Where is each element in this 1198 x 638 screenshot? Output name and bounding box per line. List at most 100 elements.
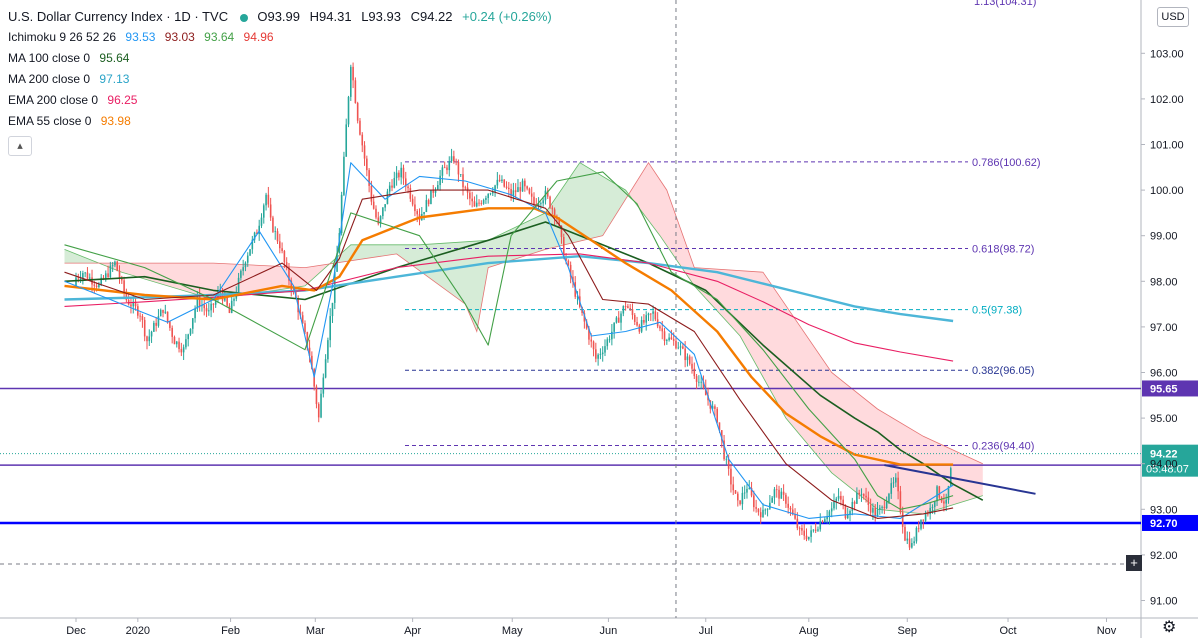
candle-body bbox=[892, 482, 895, 484]
legend-ichimoku-row[interactable]: Ichimoku 9 26 52 26 93.53 93.03 93.64 94… bbox=[8, 27, 558, 48]
candle-body bbox=[840, 495, 842, 500]
candle-body bbox=[356, 103, 359, 121]
candle-body bbox=[741, 492, 744, 505]
legend-ema55-row[interactable]: EMA 55 close 0 93.98 bbox=[8, 111, 558, 132]
candle-body bbox=[897, 477, 899, 492]
candle-body bbox=[281, 248, 283, 252]
candle-body bbox=[430, 189, 432, 205]
candle-body bbox=[244, 262, 247, 268]
candle-body bbox=[214, 298, 217, 305]
candle-body bbox=[851, 501, 854, 511]
candle-body bbox=[654, 311, 657, 320]
candle-body bbox=[704, 387, 707, 396]
candle-body bbox=[590, 339, 593, 342]
candle-body bbox=[837, 495, 840, 499]
y-tick-label: 98.00 bbox=[1150, 276, 1178, 288]
candle-body bbox=[791, 509, 794, 515]
candle-body bbox=[155, 322, 157, 326]
level-tag-label-0: 95.65 bbox=[1150, 383, 1178, 395]
candle-body bbox=[384, 204, 386, 208]
candle-body bbox=[425, 200, 428, 213]
candle-body bbox=[317, 404, 320, 418]
candle-body bbox=[427, 200, 430, 205]
candle-body bbox=[320, 393, 322, 418]
ema55-label: EMA 55 close 0 bbox=[8, 114, 92, 128]
candle-body bbox=[686, 356, 689, 361]
candle-body bbox=[734, 490, 737, 494]
candle-body bbox=[732, 484, 735, 491]
candle-body bbox=[549, 196, 551, 208]
last-price-tag bbox=[1142, 444, 1198, 477]
candle-body bbox=[679, 346, 682, 348]
collapse-legend-icon[interactable]: ▴ bbox=[8, 136, 32, 156]
legend-ma200-row[interactable]: MA 200 close 0 97.13 bbox=[8, 69, 558, 90]
candle-body bbox=[402, 167, 405, 179]
candle-body bbox=[182, 347, 185, 353]
candle-body bbox=[198, 295, 201, 307]
candle-body bbox=[125, 292, 128, 301]
candle-body bbox=[260, 217, 263, 226]
candle-body bbox=[562, 237, 565, 259]
candle-body bbox=[867, 497, 870, 505]
candle-body bbox=[123, 280, 125, 293]
level-tag-0 bbox=[1142, 380, 1198, 397]
candle-body bbox=[659, 326, 661, 329]
x-tick-label: Mar bbox=[306, 625, 325, 637]
candle-body bbox=[166, 311, 169, 322]
candle-body bbox=[269, 204, 272, 218]
candle-body bbox=[411, 198, 414, 205]
ma100-value: 95.64 bbox=[99, 51, 130, 65]
candle-body bbox=[778, 489, 780, 499]
candle-body bbox=[471, 198, 473, 202]
candle-body bbox=[407, 186, 409, 189]
currency-button[interactable]: USD bbox=[1157, 7, 1189, 27]
kumo-cloud-bearish bbox=[627, 162, 983, 514]
candle-body bbox=[107, 273, 109, 278]
candle-body bbox=[79, 278, 82, 279]
candle-body bbox=[301, 315, 304, 324]
candle-body bbox=[611, 331, 613, 340]
y-tick-label: 101.00 bbox=[1150, 140, 1184, 152]
legend-ema200-row[interactable]: EMA 200 close 0 96.25 bbox=[8, 90, 558, 111]
ohlc-open: O93.99 bbox=[257, 9, 301, 24]
candle-body bbox=[718, 422, 721, 431]
candle-body bbox=[702, 381, 705, 388]
candle-body bbox=[755, 507, 757, 509]
candle-body bbox=[437, 185, 439, 190]
candle-body bbox=[677, 347, 680, 349]
candle-body bbox=[636, 321, 638, 326]
candle-body bbox=[519, 187, 522, 192]
candle-body bbox=[931, 507, 934, 508]
candle-body bbox=[782, 491, 785, 495]
candle-body bbox=[329, 316, 331, 341]
crosshair-plus-icon[interactable]: + bbox=[1126, 555, 1142, 571]
candle-body bbox=[331, 302, 334, 317]
candle-body bbox=[888, 493, 890, 502]
candle-body bbox=[441, 167, 444, 176]
candle-body bbox=[567, 260, 570, 265]
candle-body bbox=[327, 340, 329, 360]
ohlc-low: L93.93 bbox=[361, 9, 401, 24]
candle-body bbox=[340, 194, 343, 234]
candle-body bbox=[668, 337, 670, 341]
candle-body bbox=[253, 232, 256, 240]
fib-level-label-3: 0.382(96.05) bbox=[972, 365, 1034, 377]
candle-body bbox=[927, 513, 929, 515]
y-tick-label: 100.00 bbox=[1150, 185, 1184, 197]
candle-body bbox=[588, 328, 590, 340]
candle-body bbox=[379, 216, 382, 224]
candle-body bbox=[249, 249, 251, 256]
legend-ma100-row[interactable]: MA 100 close 0 95.64 bbox=[8, 48, 558, 69]
settings-gear-icon[interactable]: ⚙ bbox=[1162, 619, 1177, 636]
symbol-title[interactable]: U.S. Dollar Currency Index · 1D · TVC bbox=[8, 9, 229, 24]
candle-body bbox=[645, 315, 648, 323]
kumo-cloud-bullish bbox=[327, 162, 628, 332]
candle-body bbox=[496, 179, 499, 186]
candle-body bbox=[368, 170, 370, 186]
ichimoku-label: Ichimoku 9 26 52 26 bbox=[8, 30, 117, 44]
candle-body bbox=[191, 318, 194, 329]
candle-body bbox=[542, 200, 544, 204]
candle-body bbox=[130, 304, 132, 307]
candle-body bbox=[116, 261, 119, 271]
